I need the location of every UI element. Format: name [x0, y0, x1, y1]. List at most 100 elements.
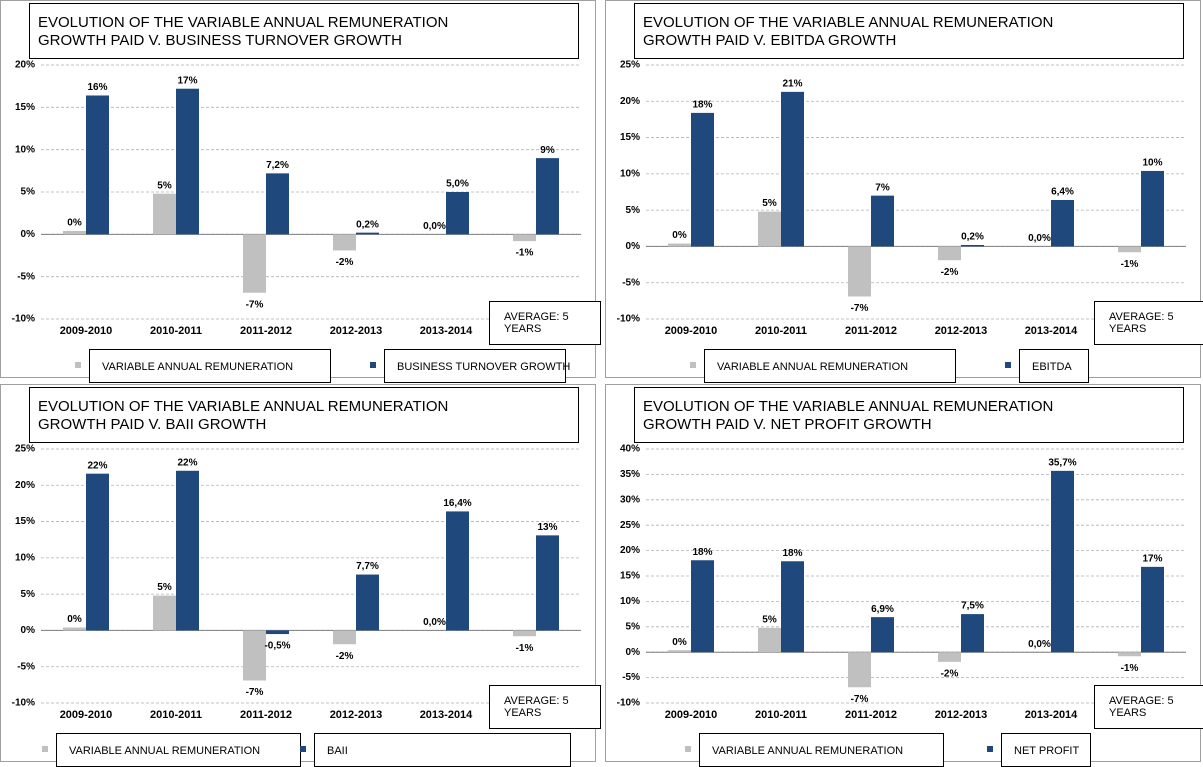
value-label: 6,4% [1051, 187, 1074, 198]
y-tick-label: 10% [620, 168, 640, 179]
bar [176, 470, 199, 631]
y-tick-label: -10% [12, 314, 35, 325]
legend-entry: VARIABLE ANNUAL REMUNERATION [704, 349, 956, 383]
chart: -10% -5% 0% 5% 10% 15% 20% 25% 2009-2010 0% 22% 201… [12, 444, 581, 721]
value-label: -7% [246, 299, 264, 310]
value-label: -7% [246, 687, 264, 698]
y-tick-label: 25% [620, 520, 640, 531]
bar [668, 243, 691, 247]
x-tick-label: 2013-2014 [1025, 325, 1078, 337]
y-tick-label: -10% [617, 314, 640, 325]
value-label: 0,0% [423, 617, 446, 628]
y-tick-label: 10% [15, 144, 35, 155]
bar [781, 561, 804, 653]
bar [1051, 199, 1074, 247]
value-label: 0% [67, 614, 82, 625]
x-tick-label: 2009-2010 [60, 325, 113, 337]
bar [961, 614, 984, 653]
y-tick-label: 5% [21, 187, 36, 198]
bar [938, 652, 961, 662]
value-label: 22% [177, 457, 197, 468]
bar [446, 192, 469, 235]
bar [266, 173, 289, 235]
value-label: 9% [540, 145, 555, 156]
x-tick-label: 2013-2014 [1025, 709, 1078, 721]
y-tick-label: -5% [17, 271, 35, 282]
chart-title-box: EVOLUTION OF THE VARIABLE ANNUAL REMUNER… [634, 3, 1184, 59]
value-label: 18% [692, 547, 712, 558]
legend-entry: NET PROFIT [1001, 733, 1091, 767]
y-tick-label: 20% [15, 60, 35, 71]
bar [333, 630, 356, 645]
legend-entry: VARIABLE ANNUAL REMUNERATION [699, 733, 944, 767]
bar [86, 473, 109, 631]
legend-marker [370, 362, 376, 368]
bar [938, 246, 961, 261]
y-tick-label: -5% [17, 661, 35, 672]
chart: -10% -5% 0% 5% 10% 15% 20% 2009-2010 0% 16% 2010-2… [12, 60, 581, 337]
value-label: 18% [782, 548, 802, 559]
y-tick-label: 25% [15, 444, 35, 455]
value-label: 7,7% [356, 561, 379, 572]
bar [243, 630, 266, 681]
value-label: 0,0% [423, 221, 446, 232]
value-label: 5% [157, 180, 172, 191]
y-tick-label: 10% [620, 596, 640, 607]
bar [758, 627, 781, 653]
chart-panel: -10% -5% 0% 5% 10% 15% 20% 25% 30% 35% 40% 2009-201… [605, 384, 1203, 767]
value-label: 13% [537, 522, 557, 533]
bar [848, 652, 871, 688]
value-label: -0,5% [264, 641, 290, 652]
legend-marker [1005, 362, 1011, 368]
y-tick-label: -10% [12, 698, 35, 709]
legend-marker [685, 746, 691, 752]
bar [691, 560, 714, 653]
x-tick-label: 2009-2010 [60, 709, 113, 721]
chart-title-box: EVOLUTION OF THE VARIABLE ANNUAL REMUNER… [634, 387, 1184, 443]
y-tick-label: 5% [626, 205, 641, 216]
bar [1118, 652, 1141, 657]
bar [86, 95, 109, 235]
bar [1141, 170, 1164, 247]
y-tick-label: 10% [15, 552, 35, 563]
bar [871, 195, 894, 247]
chart-title-box: EVOLUTION OF THE VARIABLE ANNUAL REMUNER… [29, 387, 579, 443]
y-tick-label: 40% [620, 444, 640, 455]
y-tick-label: -5% [622, 277, 640, 288]
value-label: 0,0% [1028, 233, 1051, 244]
bar [536, 158, 559, 235]
bar [356, 574, 379, 631]
value-label: 7% [875, 182, 890, 193]
bar [513, 630, 536, 637]
x-tick-label: 2010-2011 [755, 325, 807, 337]
bar [356, 232, 379, 235]
bar [961, 244, 984, 247]
value-label: 17% [177, 75, 197, 86]
value-label: 35,7% [1048, 457, 1076, 468]
x-tick-label: AVERAGE: 5 YEARS [489, 685, 601, 729]
x-tick-label: 2013-2014 [420, 709, 473, 721]
value-label: 7,2% [266, 160, 289, 171]
value-label: 16,4% [443, 498, 471, 509]
value-label: -1% [516, 643, 534, 654]
bar [691, 112, 714, 247]
y-tick-label: 15% [15, 102, 35, 113]
chart-panel: -10% -5% 0% 5% 10% 15% 20% 2009-2010 0% 16% 2010-2… [0, 0, 601, 383]
bar [1051, 470, 1074, 653]
bar [446, 511, 469, 631]
value-label: 18% [692, 100, 712, 111]
bar [668, 650, 691, 653]
chart-panel: -10% -5% 0% 5% 10% 15% 20% 25% 2009-2010 0% 22% 201… [0, 384, 601, 767]
y-tick-label: -10% [617, 698, 640, 709]
y-tick-label: 35% [620, 469, 640, 480]
value-label: 6,9% [871, 604, 894, 615]
x-tick-label: 2010-2011 [150, 709, 202, 721]
value-label: 0% [67, 218, 82, 229]
value-label: -7% [851, 303, 869, 314]
value-label: -2% [336, 651, 354, 662]
legend-entry: VARIABLE ANNUAL REMUNERATION [56, 733, 301, 767]
x-tick-label: 2009-2010 [665, 325, 718, 337]
y-tick-label: 0% [21, 625, 36, 636]
legend-entry: BUSINESS TURNOVER GROWTH [384, 349, 570, 383]
